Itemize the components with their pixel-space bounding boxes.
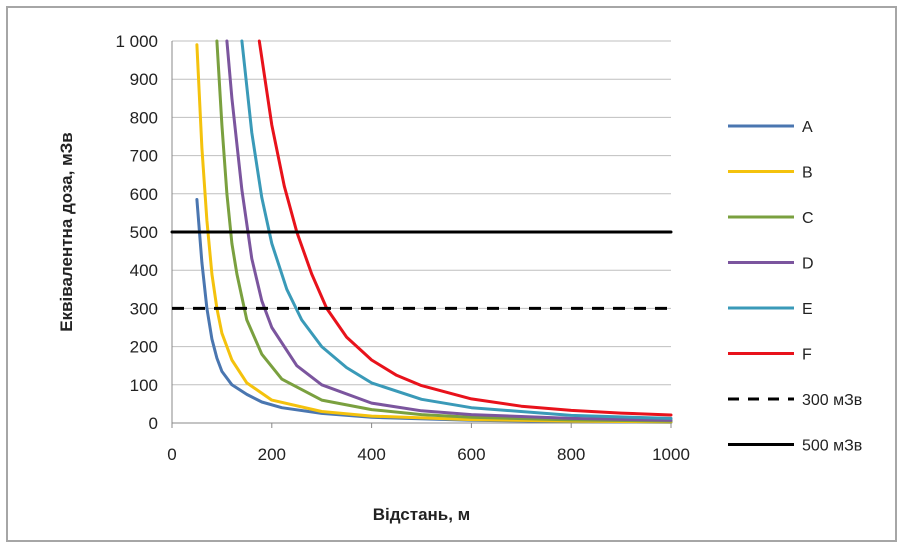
x-tick-labels: 0 200 400 600 800 1000 bbox=[167, 445, 690, 464]
y-tick-label: 200 bbox=[130, 338, 158, 357]
y-tick-label: 900 bbox=[130, 70, 158, 89]
y-tick-label: 400 bbox=[130, 261, 158, 280]
y-tick-label: 300 bbox=[130, 299, 158, 318]
series-lines bbox=[170, 39, 673, 424]
legend: A B C D E F 300 мЗв 500 мЗв bbox=[728, 119, 862, 455]
legend-label: 500 мЗв bbox=[802, 438, 862, 455]
legend-label: C bbox=[802, 210, 814, 227]
x-tick-label: 200 bbox=[258, 445, 286, 464]
series-line-3 bbox=[215, 39, 673, 423]
x-tick-label: 0 bbox=[167, 445, 176, 464]
line-chart: 0 100 200 300 400 500 600 700 800 900 1 000 0 200 40… bbox=[57, 32, 862, 524]
y-tick-label: 700 bbox=[130, 147, 158, 166]
legend-label: B bbox=[802, 165, 813, 182]
series-line-4 bbox=[225, 39, 673, 422]
x-axis-title: Відстань, м bbox=[373, 505, 471, 524]
y-tick-label: 1 000 bbox=[115, 32, 158, 51]
x-tick-label: 800 bbox=[557, 445, 585, 464]
series-line-2 bbox=[195, 43, 673, 424]
y-tick-label: 600 bbox=[130, 185, 158, 204]
legend-label: 300 мЗв bbox=[802, 392, 862, 409]
y-tick-label: 0 bbox=[149, 414, 158, 433]
y-tick-labels: 0 100 200 300 400 500 600 700 800 900 1 000 bbox=[115, 32, 158, 433]
chart-frame: 0 100 200 300 400 500 600 700 800 900 1 000 0 200 40… bbox=[6, 6, 897, 542]
x-tick-label: 600 bbox=[457, 445, 485, 464]
legend-label: D bbox=[802, 256, 814, 273]
legend-label: E bbox=[802, 301, 813, 318]
legend-label: A bbox=[802, 119, 813, 136]
y-axis-title: Еквівалентна доза, мЗв bbox=[57, 132, 76, 332]
series-line-5 bbox=[240, 39, 673, 420]
y-tick-label: 500 bbox=[130, 223, 158, 242]
y-tick-label: 800 bbox=[130, 108, 158, 127]
x-tick-label: 1000 bbox=[652, 445, 690, 464]
x-tick-label: 400 bbox=[357, 445, 385, 464]
legend-label: F bbox=[802, 347, 812, 364]
y-tick-label: 100 bbox=[130, 376, 158, 395]
series-line-6 bbox=[257, 39, 673, 417]
